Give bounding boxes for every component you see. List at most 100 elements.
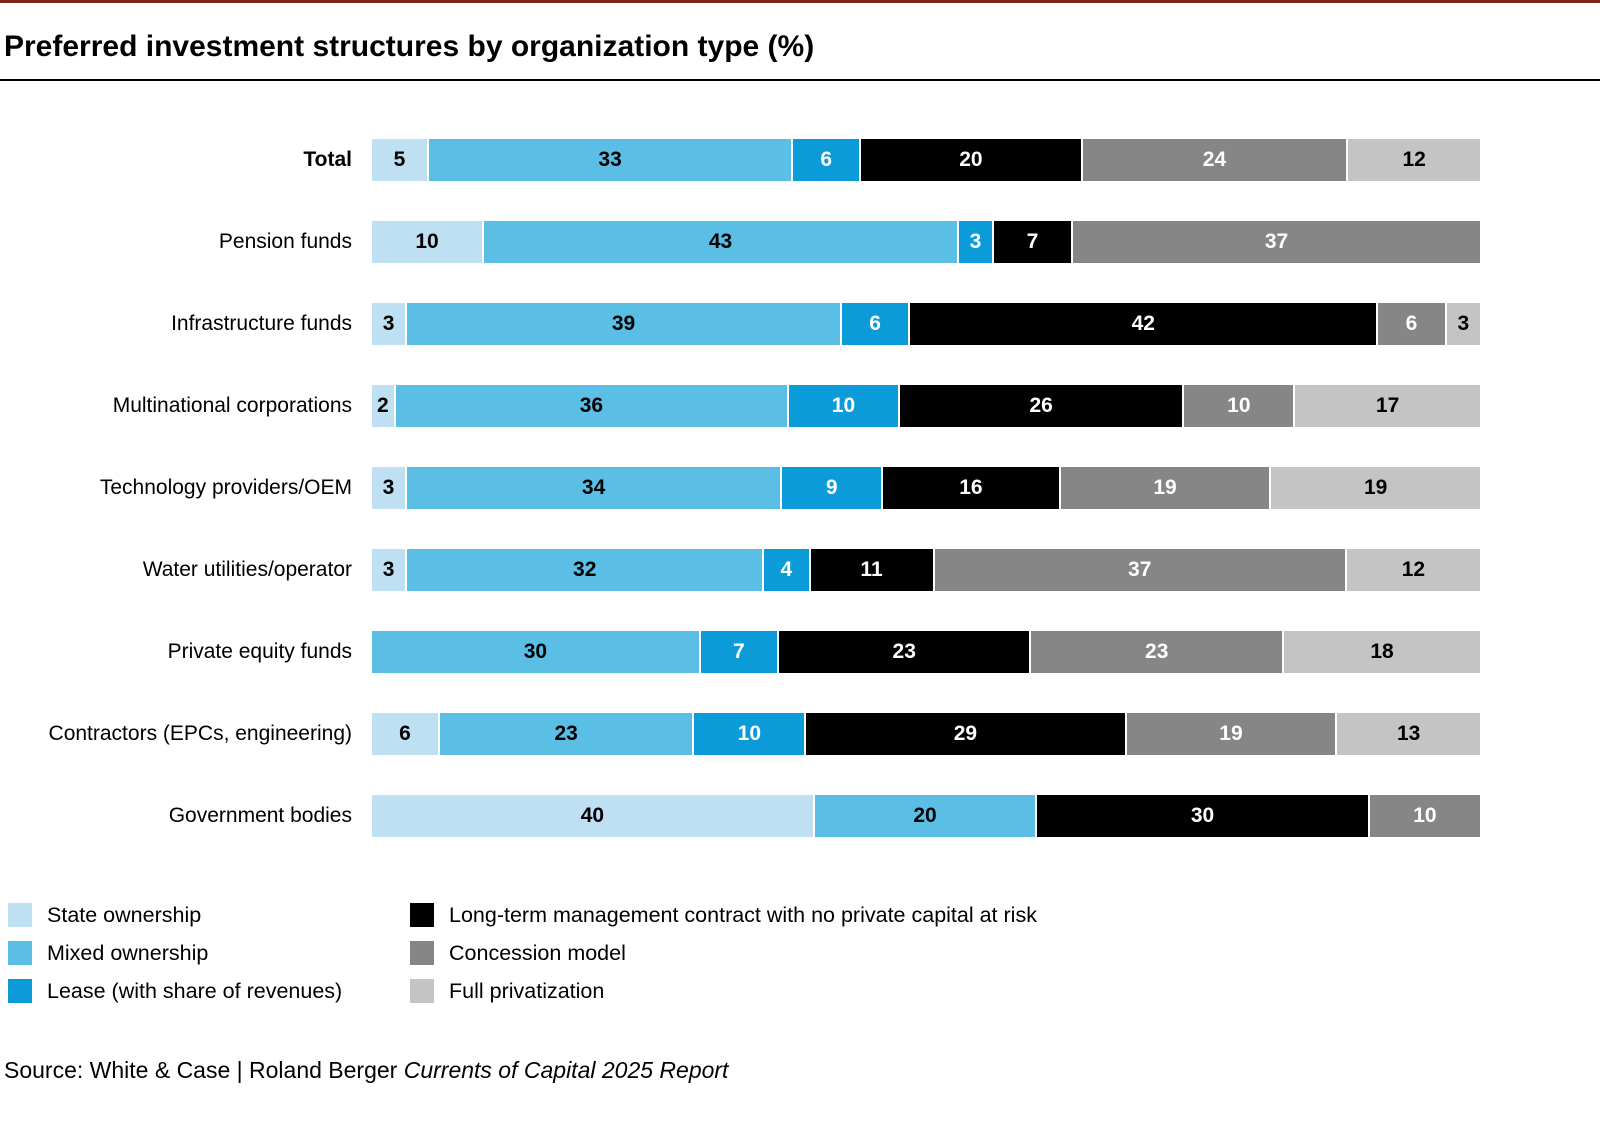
row-label: Multinational corporations [112, 394, 352, 418]
bar-segment: 7 [994, 221, 1071, 263]
row-label: Government bodies [168, 804, 352, 828]
bar-segment: 23 [1031, 631, 1282, 673]
legend-label: Full privatization [449, 978, 605, 1003]
bar-segment: 37 [934, 549, 1345, 591]
row-label: Total [303, 148, 352, 172]
title-rule [0, 79, 1600, 81]
bar-segment: 26 [899, 385, 1183, 427]
chart-row: Multinational corporations 2 36 10 26 10 17 [0, 385, 1600, 427]
chart-rows: Total 5 33 6 20 24 12 Pension funds 10 43 3 7 37 Infr… [0, 139, 1600, 837]
legend-item: Mixed ownership [8, 941, 410, 965]
bar-segment: 3 [959, 221, 992, 263]
chart-row: Total 5 33 6 20 24 12 [0, 139, 1600, 181]
stacked-bar: 10 43 3 7 37 [372, 221, 1480, 263]
chart-row: Private equity funds 30 7 23 23 18 [0, 631, 1600, 673]
bar-segment: 4 [764, 549, 809, 591]
bar-segment: 20 [814, 795, 1036, 837]
legend-label: Mixed ownership [47, 940, 209, 965]
legend-label: Lease (with share of revenues) [47, 978, 343, 1003]
bar-segment: 37 [1073, 221, 1480, 263]
source-report-name: Currents of Capital 2025 Report [403, 1057, 729, 1083]
stacked-bar: 3 39 6 42 6 3 [372, 303, 1480, 345]
legend-column: State ownership Mixed ownership Lease (wit… [8, 903, 410, 1017]
stacked-bar: 40 20 30 10 [372, 795, 1480, 837]
row-label: Technology providers/OEM [99, 476, 352, 500]
stacked-bar: 30 7 23 23 18 [372, 631, 1481, 673]
bar-segment: 40 [372, 795, 813, 837]
legend-swatch [8, 903, 32, 927]
row-label: Private equity funds [167, 640, 352, 664]
bar-segment: 13 [1337, 713, 1480, 755]
legend-label: Long-term management contract with no pr… [449, 902, 1037, 927]
legend-item: Lease (with share of revenues) [8, 979, 410, 1003]
bar-segment: 19 [1126, 713, 1336, 755]
bar-segment: 42 [910, 303, 1377, 345]
bar-segment: 3 [372, 467, 405, 509]
chart-row: Infrastructure funds 3 39 6 42 6 3 [0, 303, 1600, 345]
legend-swatch [8, 941, 32, 965]
legend-label: Concession model [449, 940, 626, 965]
legend-swatch [410, 941, 434, 965]
bar-segment: 7 [700, 631, 777, 673]
bar-segment: 19 [1271, 467, 1480, 509]
bar-segment: 43 [484, 221, 957, 263]
bar-segment: 29 [806, 713, 1125, 755]
accent-top-line [0, 0, 1600, 3]
bar-segment: 39 [407, 303, 840, 345]
bar-segment: 33 [428, 139, 792, 181]
bar-segment: 16 [883, 467, 1059, 509]
bar-segment: 9 [782, 467, 882, 509]
legend-column: Long-term management contract with no pr… [410, 903, 1037, 1017]
stacked-bar: 3 32 4 11 37 12 [372, 549, 1480, 591]
bar-segment: 36 [395, 385, 788, 427]
bar-segment: 10 [694, 713, 805, 755]
chart-title: Preferred investment structures by organ… [4, 30, 815, 63]
bar-segment: 30 [372, 631, 699, 673]
bar-segment: 10 [789, 385, 898, 427]
bar-segment: 2 [372, 385, 394, 427]
bar-segment: 23 [778, 631, 1030, 673]
bar-segment: 24 [1082, 139, 1347, 181]
stacked-bar: 5 33 6 20 24 12 [372, 139, 1480, 181]
bar-segment: 6 [372, 713, 438, 755]
bar-segment: 12 [1346, 549, 1480, 591]
chart-row: Technology providers/OEM 3 34 9 16 19 19 [0, 467, 1600, 509]
bar-segment: 10 [1184, 385, 1294, 427]
bar-segment: 18 [1283, 631, 1481, 673]
bar-segment: 11 [810, 549, 933, 591]
bar-segment: 23 [439, 713, 693, 755]
bar-segment: 20 [861, 139, 1081, 181]
row-label: Pension funds [218, 230, 352, 254]
source-line: Source: White & Case | Roland Berger Cur… [0, 1057, 1600, 1084]
bar-segment: 19 [1060, 467, 1270, 509]
bar-segment: 6 [1378, 303, 1445, 345]
legend-swatch [8, 979, 32, 1003]
bar-segment: 5 [372, 139, 427, 181]
source-text: Source: White & Case | Roland Berger [4, 1057, 404, 1083]
bar-segment: 32 [407, 549, 763, 591]
bar-segment: 6 [841, 303, 909, 345]
bar-segment: 6 [793, 139, 860, 181]
stacked-bar-chart: Total 5 33 6 20 24 12 Pension funds 10 43 3 7 37 Infr… [0, 139, 1600, 837]
row-label: Contractors (EPCs, engineering) [48, 722, 352, 746]
legend-item: Long-term management contract with no pr… [410, 903, 1037, 927]
stacked-bar: 3 34 9 16 19 19 [372, 467, 1480, 509]
legend-item: Full privatization [410, 979, 1037, 1003]
bar-segment: 30 [1037, 795, 1368, 837]
chart-row: Water utilities/operator 3 32 4 11 37 12 [0, 549, 1600, 591]
chart-row: Pension funds 10 43 3 7 37 [0, 221, 1600, 263]
bar-segment: 3 [372, 303, 406, 345]
chart-row: Government bodies 40 20 30 10 [0, 795, 1600, 837]
row-label: Water utilities/operator [142, 558, 352, 582]
bar-segment: 10 [1369, 795, 1480, 837]
legend-swatch [410, 979, 434, 1003]
legend-swatch [410, 903, 434, 927]
legend-item: Concession model [410, 941, 1037, 965]
bar-segment: 10 [372, 221, 482, 263]
bar-segment: 34 [406, 467, 781, 509]
chart-row: Contractors (EPCs, engineering) 6 23 10 29 19… [0, 713, 1600, 755]
legend: State ownership Mixed ownership Lease (wit… [0, 903, 1600, 1017]
bar-segment: 12 [1348, 139, 1480, 181]
row-label: Infrastructure funds [171, 312, 352, 336]
legend-item: State ownership [8, 903, 410, 927]
